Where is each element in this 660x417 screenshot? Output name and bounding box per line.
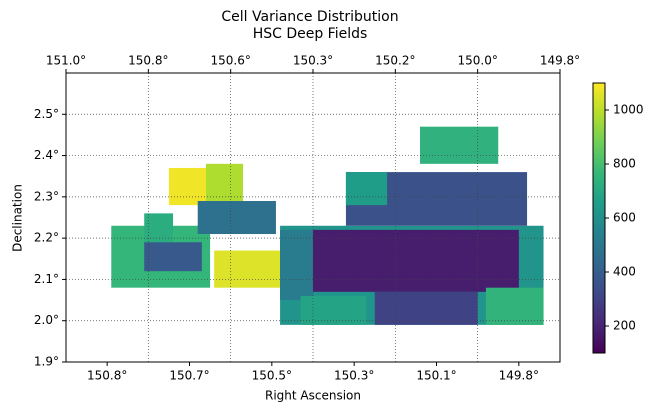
- colorbar-tick-label: 1000: [613, 103, 644, 117]
- cell: [280, 229, 313, 301]
- cell: [345, 172, 388, 206]
- y-tick-label: 2.2°: [34, 231, 59, 245]
- colorbar-tick-label: 400: [613, 265, 636, 279]
- x2-tick-label: 151.0°: [46, 54, 86, 68]
- x-tick-label: 150.7°: [169, 369, 209, 383]
- colorbar-tick-label: 600: [613, 211, 636, 225]
- x2-tick-label: 150.8°: [128, 54, 168, 68]
- x2-tick-label: 150.3°: [293, 54, 333, 68]
- cell: [168, 167, 206, 206]
- y-tick-label: 1.9°: [34, 355, 59, 369]
- x-tick-label: 149.8°: [499, 369, 539, 383]
- cell: [144, 213, 174, 243]
- y-tick-label: 2.4°: [34, 148, 59, 162]
- x-tick-label: 150.5°: [252, 369, 292, 383]
- cell: [197, 200, 276, 235]
- chart-subtitle: HSC Deep Fields: [253, 26, 368, 42]
- y-tick-label: 2.1°: [34, 272, 59, 286]
- cell: [313, 229, 519, 292]
- x-tick-label: 150.3°: [334, 369, 374, 383]
- cell: [420, 126, 499, 164]
- x-tick-label: 150.8°: [87, 369, 127, 383]
- colorbar-tick-label: 800: [613, 157, 636, 171]
- cell: [485, 287, 544, 325]
- y-axis-label: Declination: [11, 184, 25, 252]
- cell: [205, 163, 244, 206]
- y-tick-label: 2.5°: [34, 107, 59, 121]
- colorbar: [592, 82, 606, 354]
- colorbar-tick-label: 200: [613, 319, 636, 333]
- cell: [374, 291, 478, 325]
- x2-tick-label: 150.2°: [375, 54, 415, 68]
- x-axis-label: Right Ascension: [265, 389, 361, 403]
- chart-title: Cell Variance Distribution: [221, 9, 398, 25]
- y-tick-label: 2.3°: [34, 189, 59, 203]
- plot-frame: [65, 72, 561, 363]
- cell: [214, 250, 285, 288]
- y-tick-label: 2.0°: [34, 313, 59, 327]
- x2-tick-label: 150.6°: [210, 54, 250, 68]
- x2-tick-label: 149.8°: [540, 54, 580, 68]
- x-tick-label: 150.1°: [416, 369, 456, 383]
- cell: [300, 295, 367, 325]
- cell: [144, 242, 202, 272]
- x2-tick-label: 150.0°: [457, 54, 497, 68]
